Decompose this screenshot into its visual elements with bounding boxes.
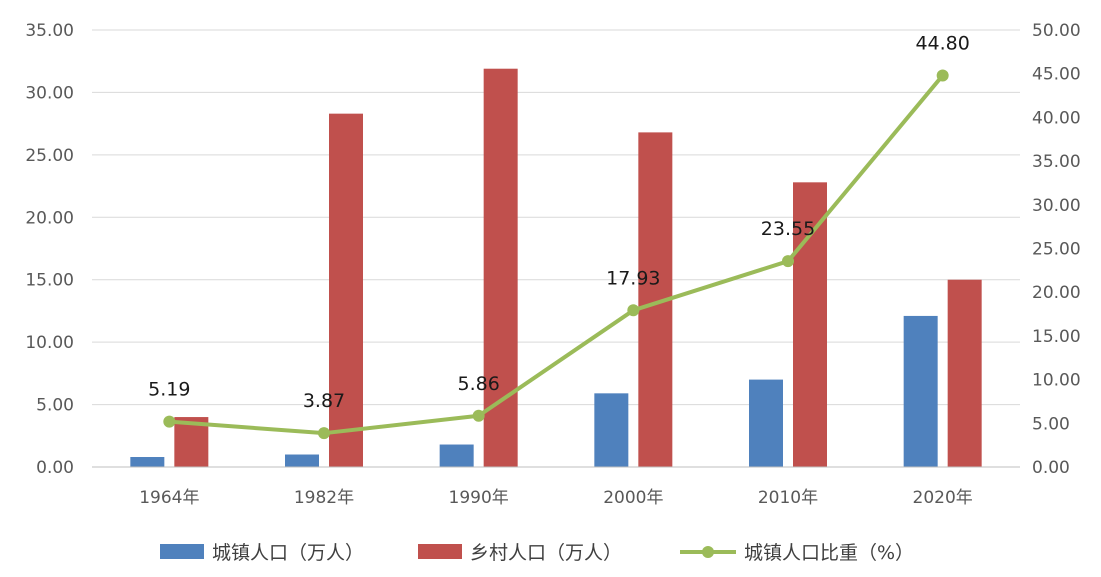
urban-share-label-2: 5.86 [458,373,500,395]
bar-urban-3 [594,393,629,467]
bars [130,68,982,467]
left-tick-label: 30.00 [25,83,74,103]
left-tick-label: 15.00 [25,271,74,291]
left-tick-label: 25.00 [25,146,74,166]
line-series [163,69,949,440]
urban-share-label-4: 23.55 [761,218,815,240]
left-tick-label: 10.00 [25,333,74,353]
left-y-axis: 0.00 5.00 10.00 15.00 20.00 25.00 30.00 35.00 [25,21,74,478]
left-tick-label: 20.00 [25,208,74,228]
legend-marker [702,546,714,558]
urban-share-label-3: 17.93 [606,267,660,289]
urban-share-label-1: 3.87 [303,390,345,412]
data-labels: 5.19 3.87 5.86 17.93 23.55 44.80 [148,32,970,412]
legend-item-1: 乡村人口（万人） [418,542,622,564]
x-tick-label: 1982年 [294,488,354,508]
urban-share-point-1 [318,427,330,440]
urban-share-label-0: 5.19 [148,379,190,401]
right-tick-label: 35.00 [1032,152,1081,172]
x-tick-label: 1964年 [139,488,199,508]
right-tick-label: 40.00 [1032,108,1081,128]
legend-label: 城镇人口（万人） [212,542,364,564]
urban-share-label-5: 44.80 [915,32,969,54]
right-tick-label: 10.00 [1032,371,1081,391]
right-tick-label: 30.00 [1032,196,1081,216]
urban-share-point-2 [472,409,485,422]
bar-rural-4 [793,182,827,467]
right-tick-label: 25.00 [1032,240,1081,260]
legend: 城镇人口（万人） 乡村人口（万人） 城镇人口比重（%） [160,542,914,564]
right-tick-label: 50.00 [1032,21,1081,41]
legend-label: 乡村人口（万人） [470,542,622,564]
bar-urban-4 [749,379,783,467]
urban-share-line [167,73,945,436]
bar-urban-1 [285,454,319,467]
left-tick-label: 5.00 [36,396,74,416]
legend-item-0: 城镇人口（万人） [160,542,364,564]
bar-urban-2 [439,444,474,467]
right-tick-label: 5.00 [1032,414,1070,434]
bar-rural-1 [329,113,363,467]
legend-item-2: 城镇人口比重（%） [680,542,914,564]
left-tick-label: 35.00 [25,21,74,41]
bar-urban-0 [130,457,165,467]
right-tick-label: 20.00 [1032,283,1081,303]
legend-label: 城镇人口比重（%） [744,542,914,564]
grid-lines [92,29,1020,468]
urban-share-point-5 [936,69,949,82]
legend-swatch [160,544,204,559]
right-tick-label: 45.00 [1032,65,1081,85]
legend-swatch [418,544,462,559]
urban-share-point-3 [627,304,640,317]
x-tick-label: 2010年 [758,488,818,508]
right-tick-label: 0.00 [1032,458,1070,478]
x-tick-label: 2000年 [603,488,663,508]
x-axis: 1964年 1982年 1990年 2000年 2010年 2020年 [92,466,1020,508]
bar-urban-5 [903,315,938,467]
left-tick-label: 0.00 [36,458,74,478]
x-tick-label: 2020年 [913,488,973,508]
bar-rural-5 [947,279,982,467]
right-y-axis: 0.00 5.00 10.00 15.00 20.00 25.00 30.00 35.00 40… [1032,21,1081,478]
urban-share-point-4 [782,255,794,268]
right-tick-label: 15.00 [1032,327,1081,347]
urban-share-point-0 [163,415,176,428]
x-tick-label: 1990年 [449,488,509,508]
